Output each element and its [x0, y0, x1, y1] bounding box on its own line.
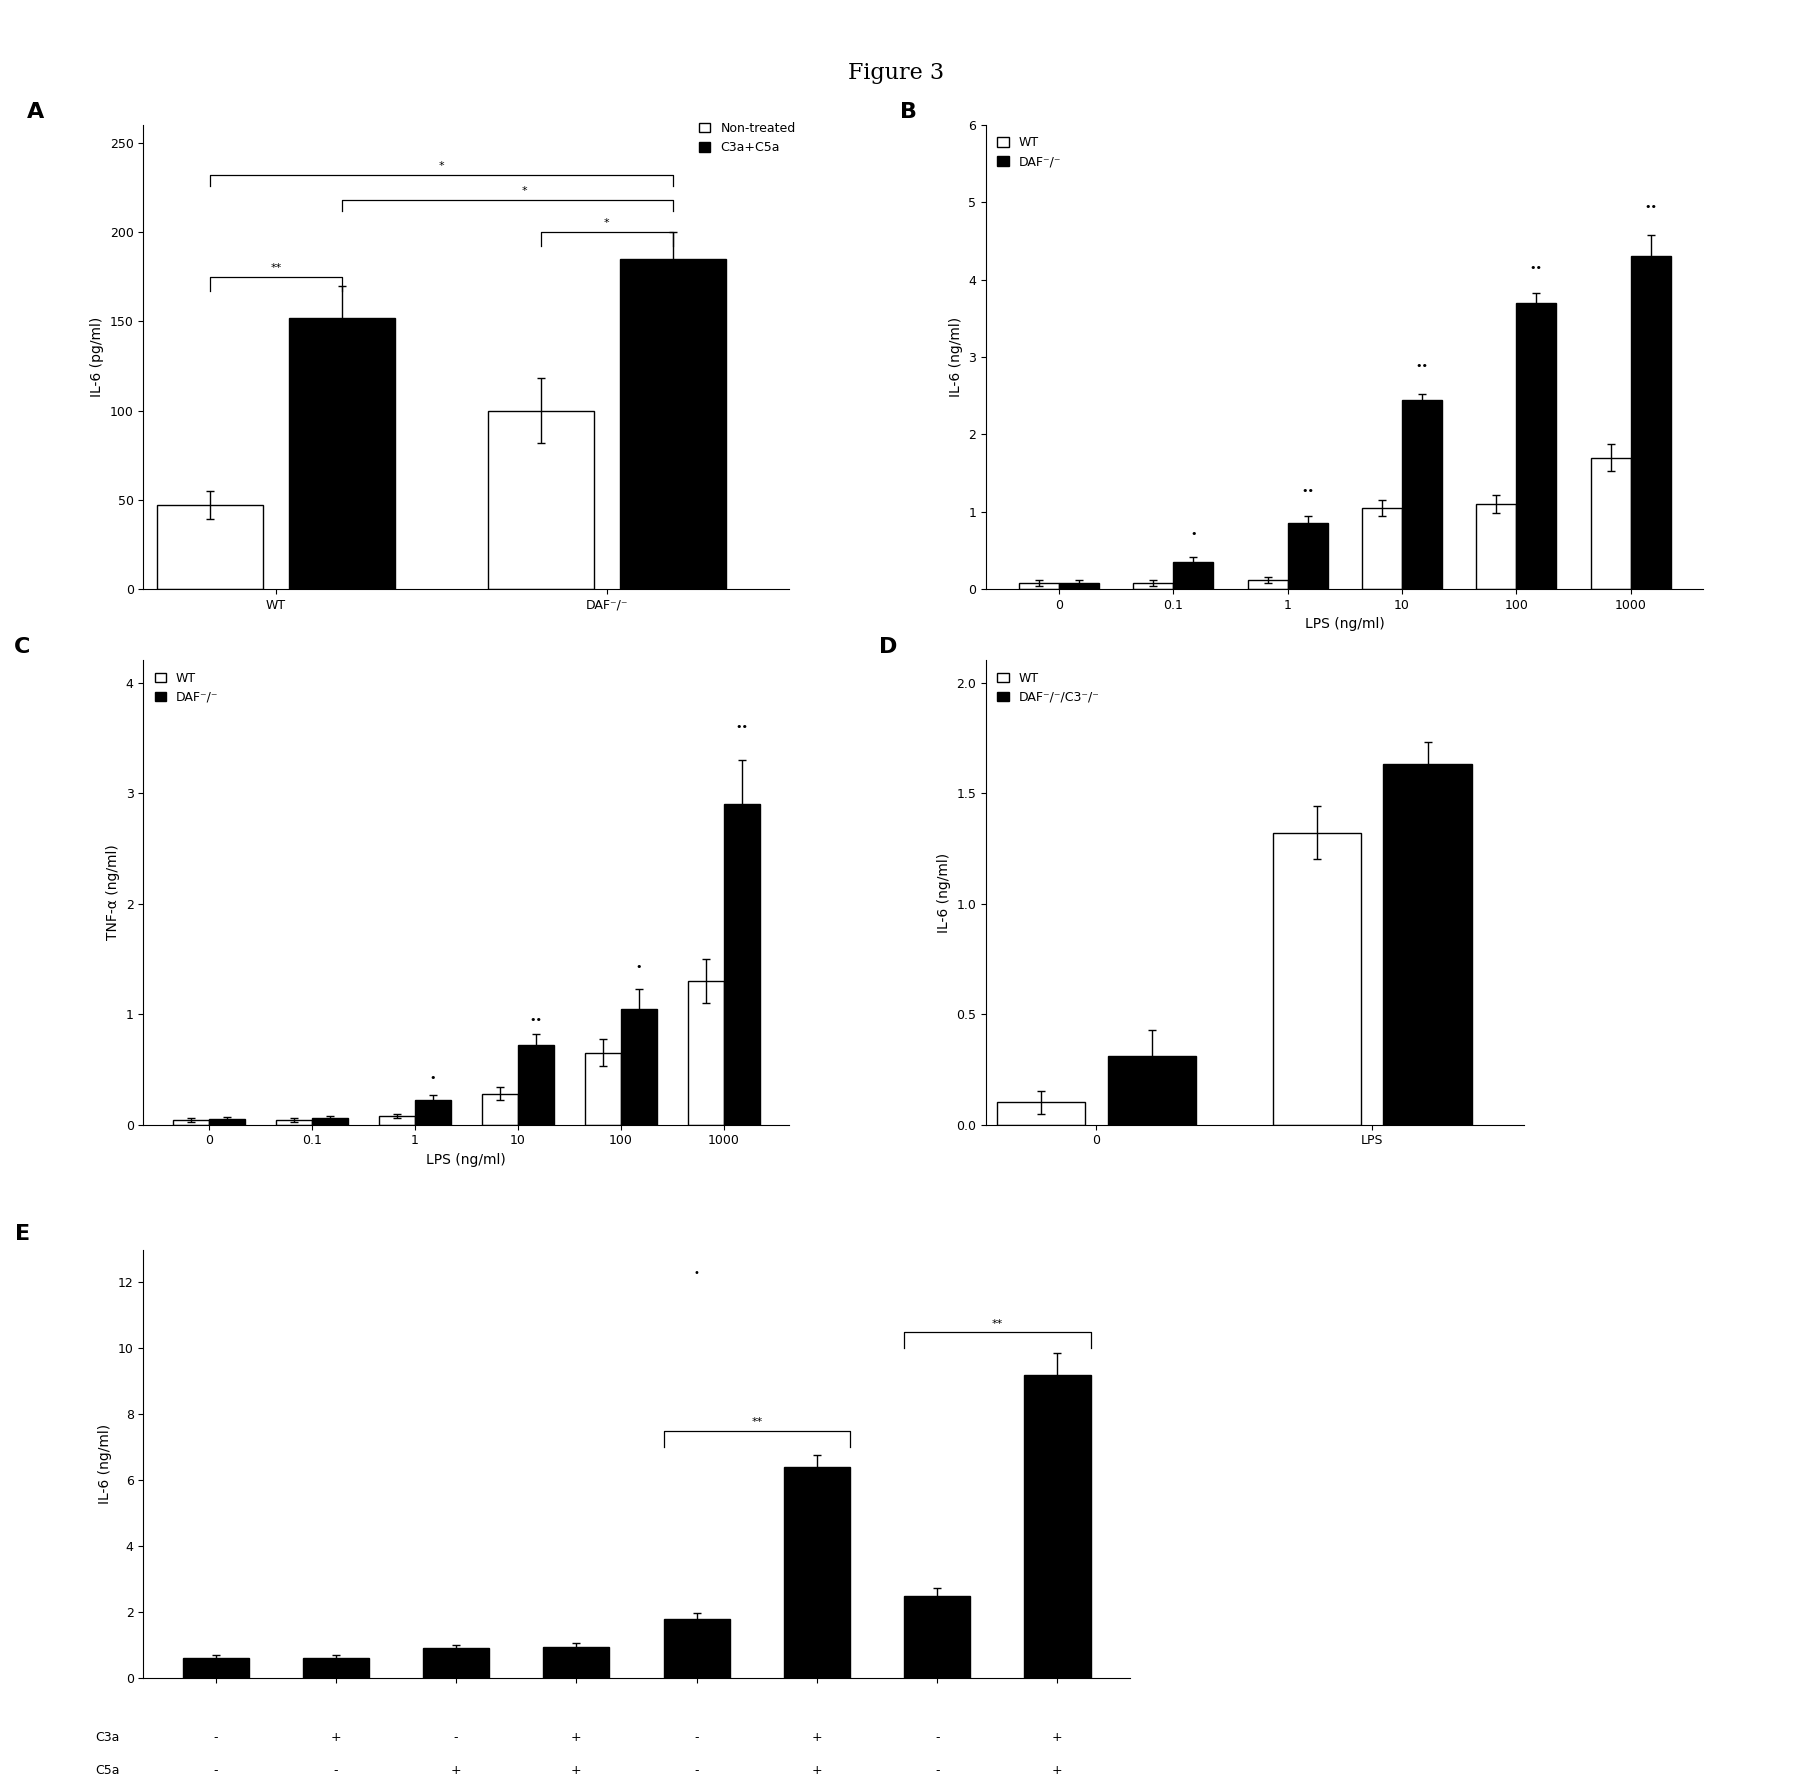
Bar	[183, 1658, 249, 1678]
Text: E: E	[14, 1225, 30, 1244]
Bar	[543, 1646, 610, 1678]
Text: -: -	[333, 1764, 339, 1776]
Text: **: **	[992, 1319, 1002, 1328]
Bar	[1384, 764, 1472, 1125]
Text: -: -	[934, 1731, 940, 1744]
Text: ••: ••	[735, 723, 748, 732]
Text: ••: ••	[529, 1016, 541, 1025]
Text: -: -	[213, 1731, 217, 1744]
Text: •: •	[694, 1267, 699, 1278]
Bar	[1018, 584, 1060, 589]
Text: +: +	[1052, 1764, 1063, 1776]
Bar	[303, 1658, 369, 1678]
Bar	[518, 1044, 554, 1125]
Bar	[724, 803, 760, 1125]
Text: +: +	[572, 1764, 581, 1776]
Bar	[1024, 1374, 1090, 1678]
Text: C5a: C5a	[95, 1764, 120, 1776]
Text: B: B	[900, 102, 916, 121]
Text: •: •	[1191, 528, 1196, 539]
Text: +: +	[330, 1731, 341, 1744]
Bar	[289, 318, 394, 589]
Text: -: -	[694, 1731, 699, 1744]
Y-axis label: IL-6 (ng/ml): IL-6 (ng/ml)	[99, 1424, 113, 1503]
Y-axis label: IL-6 (ng/ml): IL-6 (ng/ml)	[948, 318, 963, 396]
Text: C3a: C3a	[95, 1731, 120, 1744]
Bar	[1173, 562, 1214, 589]
Y-axis label: IL-6 (pg/ml): IL-6 (pg/ml)	[90, 318, 104, 396]
Legend: WT, DAF⁻/⁻/C3⁻/⁻: WT, DAF⁻/⁻/C3⁻/⁻	[992, 668, 1104, 709]
X-axis label: LPS (ng/ml): LPS (ng/ml)	[427, 1153, 506, 1167]
Bar	[663, 1619, 730, 1678]
Text: +: +	[572, 1731, 581, 1744]
Legend: Non-treated, C3a+C5a: Non-treated, C3a+C5a	[699, 121, 796, 154]
Bar	[482, 1094, 518, 1125]
Text: +: +	[1052, 1731, 1063, 1744]
Bar	[1517, 303, 1556, 589]
Bar	[1590, 457, 1630, 589]
Bar	[414, 1100, 450, 1125]
Bar	[172, 1121, 208, 1125]
Bar	[997, 1103, 1085, 1125]
Text: **: **	[751, 1417, 762, 1428]
Bar	[312, 1117, 348, 1125]
Text: *: *	[604, 218, 610, 228]
Legend: WT, DAF⁻/⁻: WT, DAF⁻/⁻	[149, 668, 224, 709]
Text: *: *	[439, 161, 445, 171]
Text: -: -	[213, 1764, 217, 1776]
Bar	[276, 1121, 312, 1125]
Text: +: +	[812, 1764, 823, 1776]
Text: C: C	[14, 637, 30, 657]
Y-axis label: IL-6 (ng/ml): IL-6 (ng/ml)	[938, 853, 950, 932]
Bar	[488, 411, 593, 589]
Bar	[784, 1467, 850, 1678]
Text: Figure 3: Figure 3	[848, 62, 945, 84]
Text: •: •	[635, 962, 642, 973]
Bar	[423, 1648, 489, 1678]
Bar	[620, 1009, 656, 1125]
Text: ••: ••	[1529, 264, 1542, 273]
Bar	[1060, 584, 1099, 589]
Text: ••: ••	[1302, 486, 1314, 496]
Bar	[1108, 1057, 1196, 1125]
Text: *: *	[522, 186, 527, 196]
Bar	[1630, 257, 1671, 589]
Bar	[1133, 584, 1173, 589]
Bar	[1363, 507, 1402, 589]
Text: D: D	[879, 637, 896, 657]
Text: ••: ••	[1415, 361, 1429, 371]
Text: -: -	[454, 1731, 459, 1744]
Legend: WT, DAF⁻/⁻: WT, DAF⁻/⁻	[992, 132, 1067, 173]
Text: **: **	[271, 262, 282, 273]
Bar	[1402, 400, 1442, 589]
Text: •: •	[430, 1073, 436, 1082]
Bar	[585, 1053, 620, 1125]
Text: -: -	[694, 1764, 699, 1776]
Text: A: A	[27, 102, 45, 121]
Bar	[687, 982, 724, 1125]
Text: +: +	[812, 1731, 823, 1744]
Bar	[1476, 503, 1517, 589]
Text: ••: ••	[1644, 202, 1657, 212]
Bar	[208, 1119, 246, 1125]
Bar	[620, 259, 726, 589]
Bar	[1248, 580, 1287, 589]
Text: -: -	[934, 1764, 940, 1776]
Bar	[378, 1116, 414, 1125]
Bar	[156, 505, 262, 589]
Y-axis label: TNF-α (ng/ml): TNF-α (ng/ml)	[106, 844, 120, 941]
Text: +: +	[450, 1764, 461, 1776]
Bar	[904, 1596, 970, 1678]
Bar	[1273, 834, 1361, 1125]
X-axis label: LPS (ng/ml): LPS (ng/ml)	[1305, 618, 1384, 632]
Bar	[1287, 523, 1327, 589]
